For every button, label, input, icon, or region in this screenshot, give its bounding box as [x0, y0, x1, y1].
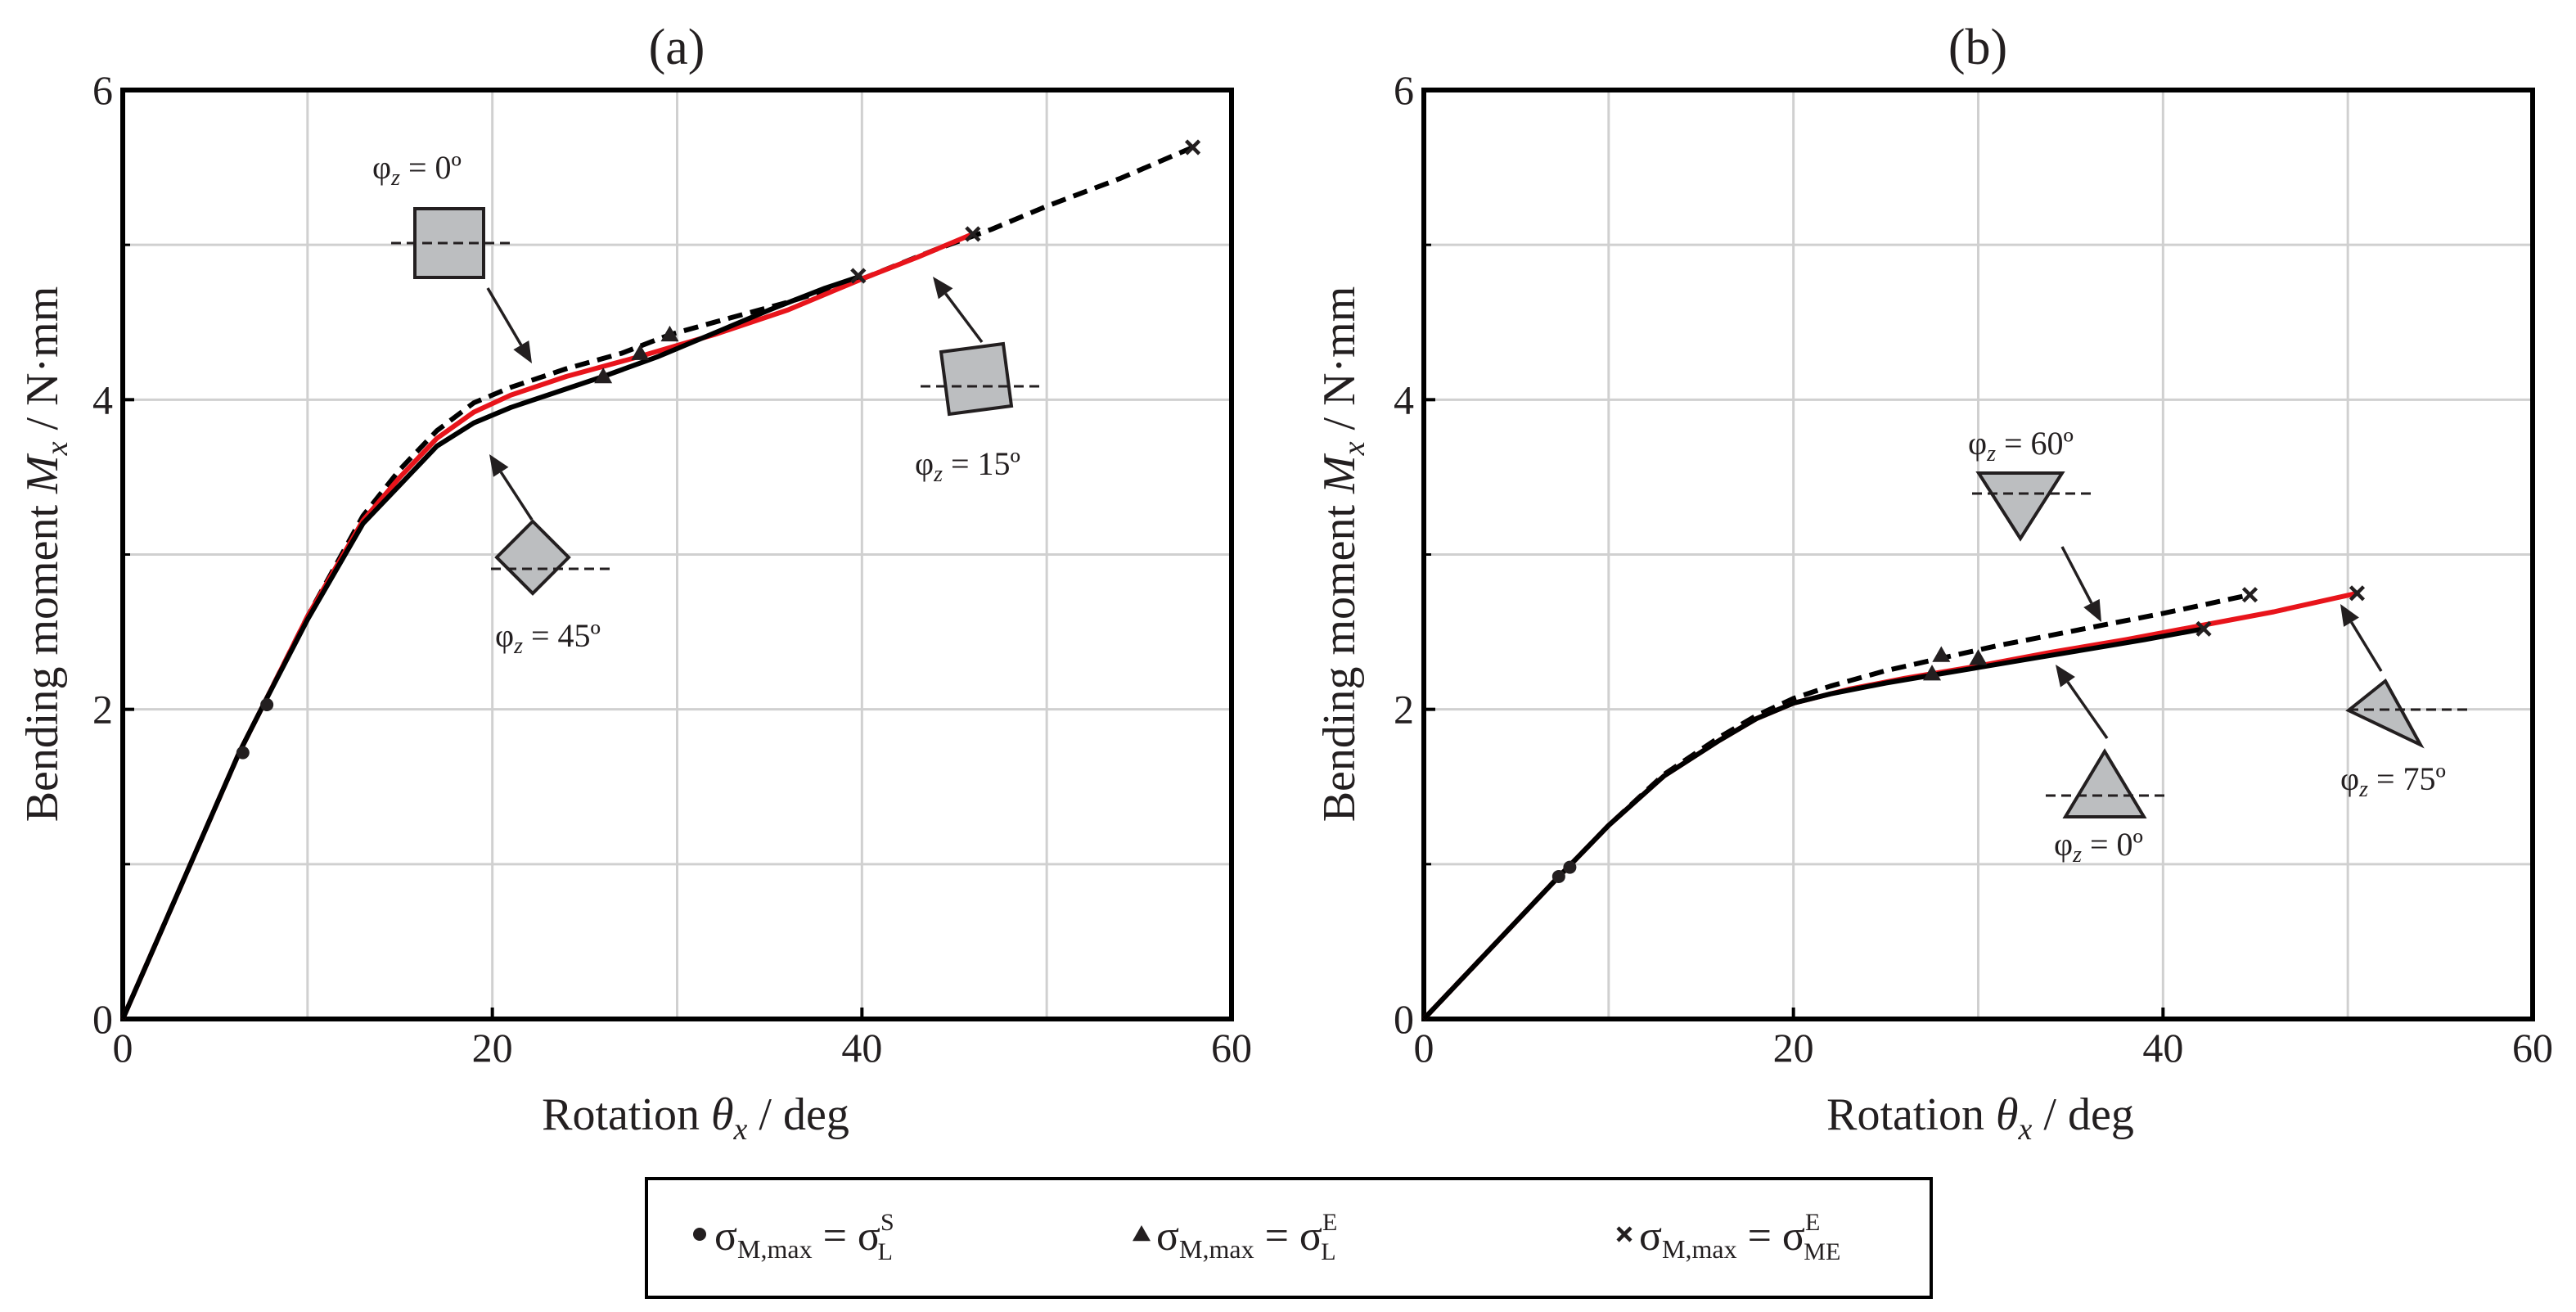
marker-triangle: [1133, 1225, 1151, 1242]
marker-triangle: [660, 325, 679, 342]
tick-labels-b: 0 20 40 60 0 2 4 6: [1394, 67, 2553, 1071]
series-line-3: [120, 273, 863, 1021]
marker-triangle: [631, 344, 650, 360]
x-tick-label: 20: [472, 1025, 513, 1071]
inverted-triangle-section-icon: [1975, 471, 2065, 542]
series-b: [1421, 590, 2358, 1021]
annotation-arrow-shaft: [944, 292, 984, 344]
legend-label: σM,max = σE ME: [1639, 1209, 1840, 1265]
panel-title-b: (b): [1948, 20, 2007, 75]
rotated-triangle-section-icon: [2345, 678, 2425, 749]
annotation-arrow-head: [2083, 598, 2101, 622]
annotation-arrow-shaft: [499, 471, 534, 521]
series-line-2: [1421, 590, 2358, 1021]
y-axis-label-a: Bending moment Mx / N·mm: [17, 286, 74, 823]
annotation-arrow-shaft: [2066, 681, 2109, 740]
x-tick-label: 20: [1773, 1025, 1814, 1071]
annotation-arrow-shaft: [2060, 546, 2093, 604]
annotation-arrow-head: [2340, 604, 2359, 627]
marker-circle: [1563, 860, 1577, 874]
triangle-section-icon: [2062, 748, 2147, 818]
annotation-arrow-shaft: [2350, 621, 2383, 672]
legend-label: σM,max = σS L: [714, 1209, 894, 1265]
marker-triangle: [1923, 665, 1942, 681]
markers-a: [236, 139, 1201, 760]
y-tick-label: 0: [92, 996, 113, 1042]
marker-cross: [2241, 587, 2259, 603]
marker-triangle: [1969, 649, 1988, 665]
annotation-arrow-head: [513, 340, 532, 363]
series-line-1: [1421, 592, 2251, 1021]
legend: σM,max = σS L σM,max = σE L σM,max = σE ME: [645, 1177, 1933, 1299]
annotation-label-phi45: φz = 45º: [495, 617, 601, 659]
marker-cross: [1184, 139, 1201, 156]
y-tick-label: 0: [1394, 996, 1414, 1042]
annotation-arrow-head: [489, 454, 509, 477]
marker-cross: [965, 226, 981, 242]
series-line-3: [1421, 626, 2204, 1021]
grid-a: [123, 90, 1232, 1019]
marker-triangle: [1932, 646, 1951, 662]
y-tick-label: 2: [1394, 687, 1414, 733]
grid-b: [1424, 90, 2533, 1019]
annotation-label-phi75: φz = 75º: [2340, 760, 2446, 802]
x-axis-label-a: Rotation θx / deg: [542, 1089, 849, 1147]
rotated-square-section-icon: [939, 341, 1014, 417]
x-tick-label: 40: [841, 1025, 882, 1071]
marker-cross: [1616, 1226, 1633, 1242]
annotation-label-phi60: φz = 60º: [1968, 425, 2074, 467]
y-axis-label-b: Bending moment Mx / N·mm: [1314, 286, 1371, 823]
annotation-arrow-head: [933, 277, 953, 300]
annotation-label-phi0b: φz = 0º: [2054, 826, 2143, 868]
x-tick-label: 0: [1414, 1025, 1434, 1071]
legend-item-triangle: σM,max = σE L: [1133, 1209, 1337, 1265]
markers-b: [1551, 585, 2366, 883]
legend-label: σM,max = σE L: [1156, 1209, 1337, 1265]
series-a: [120, 145, 1194, 1021]
marker-circle: [260, 697, 274, 711]
marker-circle: [1551, 869, 1565, 883]
marker-cross: [2195, 620, 2212, 637]
panel-title-a: (a): [649, 20, 705, 75]
legend-box: [645, 1177, 1933, 1299]
annotation-label-phi15: φz = 15º: [915, 445, 1020, 487]
legend-item-circle: σM,max = σS L: [693, 1209, 894, 1265]
legend-item-cross: σM,max = σE ME: [1616, 1209, 1840, 1265]
annotation-label-phi0: φz = 0º: [372, 149, 462, 191]
tick-labels-a: 0 20 40 60 0 2 4 6: [92, 67, 1252, 1071]
marker-circle: [693, 1228, 706, 1241]
y-tick-label: 4: [92, 376, 113, 422]
x-tick-label: 40: [2142, 1025, 2183, 1071]
marker-cross: [850, 268, 867, 284]
marker-triangle: [594, 367, 613, 384]
marker-cross: [2349, 585, 2366, 602]
y-tick-label: 2: [92, 687, 113, 733]
y-tick-label: 4: [1394, 376, 1414, 422]
x-axis-label-b: Rotation θx / deg: [1826, 1089, 2134, 1147]
y-tick-label: 6: [1394, 67, 1414, 113]
x-tick-label: 60: [1211, 1025, 1252, 1071]
cross-section-sketches-a: φz = 0º φz = 45º φz = 15º: [372, 149, 1043, 659]
diamond-section-icon: [494, 519, 571, 596]
cross-section-sketches-b: φz = 60º φz = 0º φz = 75º: [1968, 425, 2471, 868]
x-tick-label: 60: [2512, 1025, 2553, 1071]
annotation-arrow-shaft: [486, 287, 523, 346]
series-line-1: [120, 145, 1194, 1021]
x-tick-label: 0: [113, 1025, 133, 1071]
y-tick-label: 6: [92, 67, 113, 113]
annotation-arrow-head: [2056, 665, 2075, 688]
marker-circle: [236, 746, 250, 760]
